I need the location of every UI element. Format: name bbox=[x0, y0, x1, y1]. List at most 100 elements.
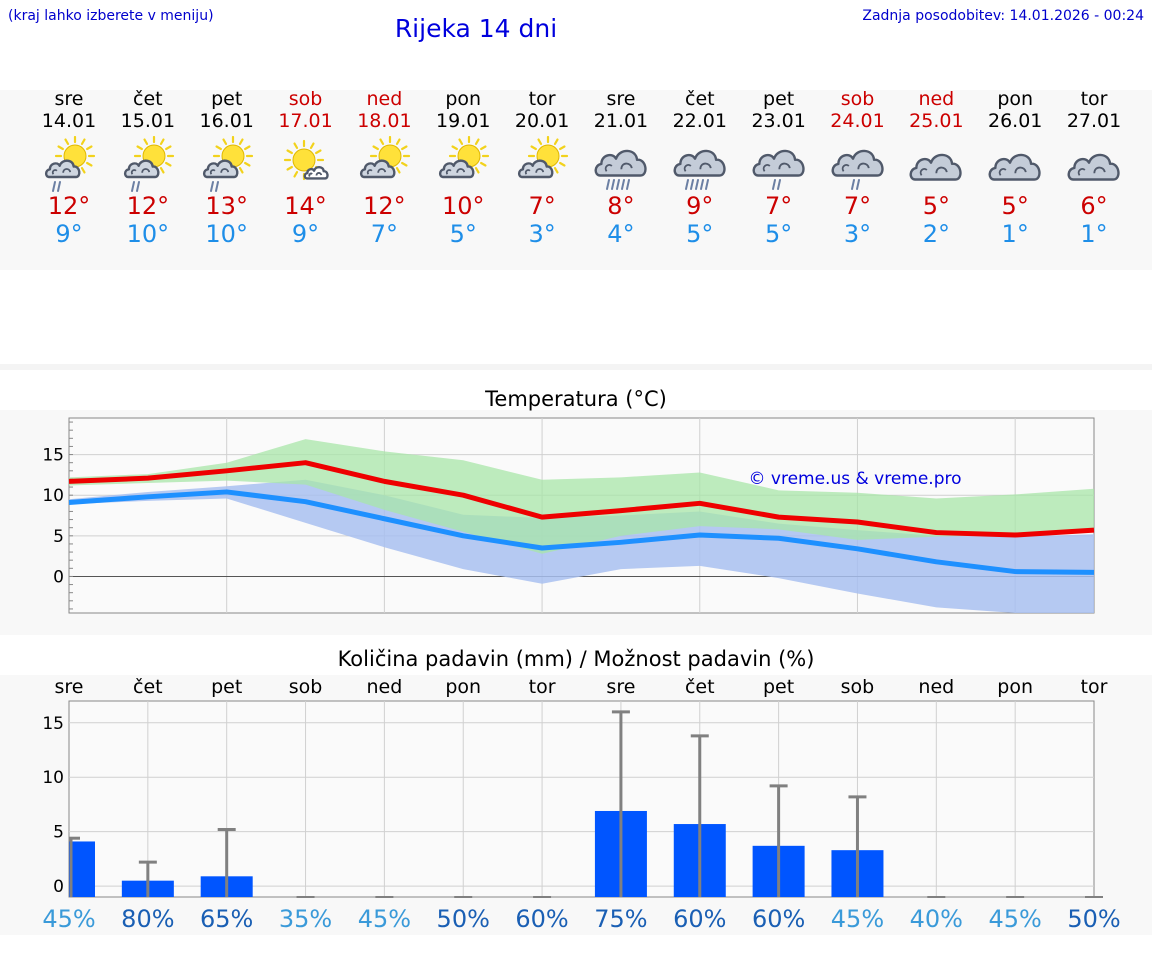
precipitation-probability: 45% bbox=[831, 905, 884, 933]
day-column: sre 21.01 8° 4° bbox=[581, 88, 661, 248]
min-temperature: 1° bbox=[1080, 220, 1108, 248]
y-tick-label: 15 bbox=[42, 714, 64, 734]
max-temperature: 6° bbox=[1080, 192, 1108, 220]
y-tick-label: 15 bbox=[42, 446, 64, 466]
precipitation-bar bbox=[69, 841, 95, 897]
precipitation-probability: 50% bbox=[437, 905, 490, 933]
max-temperature: 7° bbox=[843, 192, 872, 220]
sun-cloud-icon bbox=[518, 136, 569, 179]
x-day-label: sob bbox=[841, 676, 875, 698]
y-tick-label: 0 bbox=[53, 877, 64, 897]
x-day-label: ned bbox=[918, 676, 954, 698]
min-temperature: 5° bbox=[686, 220, 714, 248]
cloud-icon bbox=[1067, 153, 1120, 181]
day-date: 16.01 bbox=[199, 110, 254, 132]
day-column: tor 27.01 6° 1° bbox=[1054, 88, 1134, 248]
day-column: čet 15.01 12° 10° bbox=[108, 88, 188, 248]
day-date: 17.01 bbox=[278, 110, 333, 132]
min-temperature: 3° bbox=[528, 220, 556, 248]
cloud-rain-icon bbox=[752, 149, 805, 190]
x-day-label: ned bbox=[366, 676, 402, 698]
min-temperature: 4° bbox=[607, 220, 635, 248]
cloud-heavy-rain-icon bbox=[594, 149, 647, 190]
cloud-icon bbox=[909, 153, 962, 181]
day-name: pet bbox=[211, 88, 243, 110]
precipitation-probability: 45% bbox=[358, 905, 411, 933]
max-temperature: 12° bbox=[47, 192, 91, 220]
max-temperature: 12° bbox=[363, 192, 406, 220]
day-date: 18.01 bbox=[357, 110, 412, 132]
day-name: tor bbox=[528, 88, 556, 110]
max-temperature: 7° bbox=[765, 192, 793, 220]
precipitation-probability: 45% bbox=[988, 905, 1041, 933]
y-tick-label: 5 bbox=[53, 527, 64, 547]
max-temperature: 9° bbox=[686, 192, 714, 220]
precipitation-probability: 60% bbox=[673, 905, 726, 933]
day-name: sob bbox=[840, 88, 875, 110]
x-day-label: sob bbox=[289, 676, 323, 698]
day-column: pet 23.01 7° 5° bbox=[739, 88, 819, 248]
day-column: ned 25.01 5° 2° bbox=[896, 88, 976, 248]
day-column: ned 18.01 12° 7° bbox=[344, 88, 424, 248]
temperature-chart-title: Temperatura (°C) bbox=[485, 387, 667, 411]
min-temperature: 9° bbox=[55, 220, 83, 248]
y-tick-label: 10 bbox=[42, 768, 64, 788]
precipitation-chart-title: Količina padavin (mm) / Možnost padavin … bbox=[337, 647, 815, 671]
day-column: tor 20.01 7° 3° bbox=[502, 88, 582, 248]
precipitation-probability: 40% bbox=[910, 905, 963, 933]
x-day-label: sre bbox=[606, 676, 635, 698]
min-temperature: 10° bbox=[126, 220, 170, 248]
day-name: čet bbox=[133, 88, 163, 110]
min-temperature-line bbox=[68, 489, 1095, 575]
day-date: 21.01 bbox=[593, 110, 649, 132]
day-name: pet bbox=[763, 88, 795, 110]
sun-cloud-rain-icon bbox=[123, 136, 174, 192]
day-name: ned bbox=[366, 88, 403, 110]
x-day-label: sre bbox=[55, 676, 84, 698]
day-column: čet 22.01 9° 5° bbox=[660, 88, 740, 248]
sun-small-cloud-icon bbox=[283, 139, 329, 181]
day-date: 14.01 bbox=[41, 110, 97, 132]
sun-cloud-rain-icon bbox=[44, 136, 96, 192]
precipitation-probability: 35% bbox=[279, 905, 332, 933]
min-temperature: 5° bbox=[765, 220, 793, 248]
day-date: 19.01 bbox=[436, 110, 491, 132]
max-temperature-line bbox=[68, 460, 1095, 538]
precipitation-probability: 45% bbox=[42, 905, 95, 933]
cloud-rain-icon bbox=[831, 149, 884, 190]
precipitation-probability: 80% bbox=[121, 905, 174, 933]
min-temperature: 1° bbox=[1001, 220, 1029, 248]
day-name: pon bbox=[445, 88, 482, 110]
x-day-label: pon bbox=[997, 676, 1033, 698]
y-tick-label: 5 bbox=[53, 823, 64, 843]
location-hint[interactable]: (kraj lahko izberete v meniju) bbox=[8, 8, 214, 24]
day-date: 27.01 bbox=[1066, 110, 1122, 132]
day-column: sob 24.01 7° 3° bbox=[818, 88, 898, 248]
forecast-band bbox=[0, 90, 1152, 270]
min-temperature: 2° bbox=[922, 220, 950, 248]
plot-area bbox=[68, 700, 1095, 898]
day-column: sre 14.01 12° 9° bbox=[29, 88, 109, 248]
day-name: tor bbox=[1080, 88, 1108, 110]
precipitation-probability: 65% bbox=[200, 905, 253, 933]
x-day-label: čet bbox=[685, 676, 715, 698]
min-temperature: 5° bbox=[449, 220, 477, 248]
sun-cloud-rain-icon bbox=[202, 136, 253, 192]
max-temperature: 8° bbox=[607, 192, 635, 220]
day-column: pet 16.01 13° 10° bbox=[187, 88, 267, 248]
day-date: 22.01 bbox=[672, 110, 727, 132]
day-date: 15.01 bbox=[120, 110, 176, 132]
x-day-label: pet bbox=[211, 676, 242, 698]
min-temperature: 7° bbox=[370, 220, 399, 248]
min-temperature: 9° bbox=[291, 220, 320, 248]
precipitation-probability: 60% bbox=[752, 905, 805, 933]
last-updated: Zadnja posodobitev: 14.01.2026 - 00:24 bbox=[862, 8, 1144, 24]
day-column: pon 19.01 10° 5° bbox=[423, 88, 503, 248]
precipitation-probability: 60% bbox=[515, 905, 568, 933]
day-date: 26.01 bbox=[987, 110, 1043, 132]
min-temperature: 10° bbox=[205, 220, 248, 248]
max-temperature: 5° bbox=[1001, 192, 1029, 220]
x-day-label: tor bbox=[1081, 676, 1108, 698]
x-day-label: pon bbox=[445, 676, 481, 698]
day-column: pon 26.01 5° 1° bbox=[975, 88, 1055, 248]
